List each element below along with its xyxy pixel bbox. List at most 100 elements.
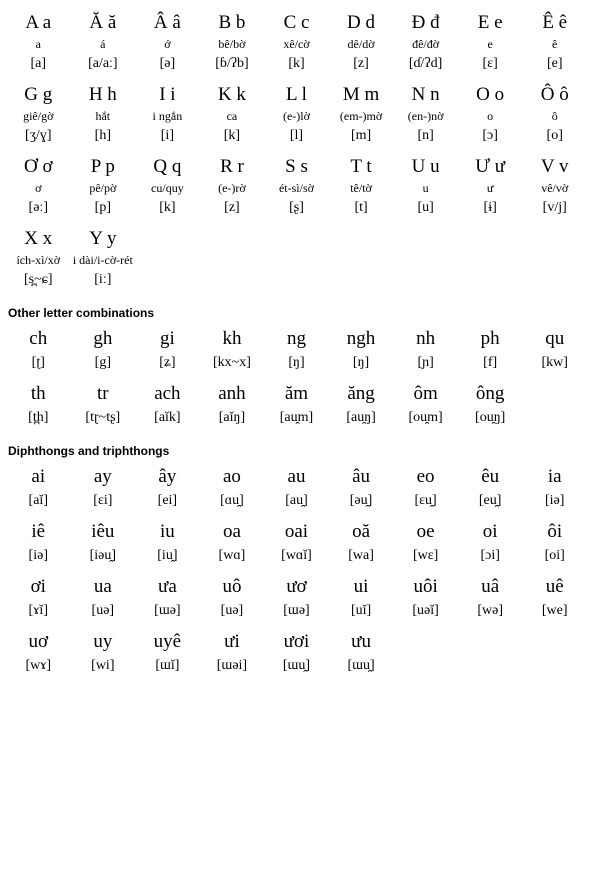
ipa-cell: [ɑu̯] — [200, 491, 265, 515]
combo-cell: ao — [200, 462, 265, 489]
letter-cell: U u — [393, 152, 458, 179]
combo-cell: ơi — [6, 572, 71, 599]
letter-name-cell: đê/đờ — [393, 37, 458, 52]
letter-cell: Đ đ — [393, 8, 458, 35]
combo-cell: iu — [135, 517, 200, 544]
letter-name-cell: u — [393, 181, 458, 196]
letter-cell: T t — [329, 152, 394, 179]
letter-name-cell: á — [71, 37, 136, 52]
combo-cell: ngh — [329, 324, 394, 351]
combo-cell: ưa — [135, 572, 200, 599]
combo-cell: uy — [71, 627, 136, 654]
letter-cell: L l — [264, 80, 329, 107]
letter-name-cell — [135, 253, 200, 268]
ipa-cell: [v/j] — [522, 198, 587, 222]
ipa-cell: [ə] — [135, 54, 200, 78]
letter-name-cell: ớ — [135, 37, 200, 52]
ipa-cell: [z] — [200, 198, 265, 222]
ipa-cell — [329, 270, 394, 294]
ipa-cell: [wɛ] — [393, 546, 458, 570]
combo-cell: uyê — [135, 627, 200, 654]
ipa-cell: [we] — [522, 601, 587, 625]
letter-name-cell: ê — [522, 37, 587, 52]
combo-cell — [458, 627, 523, 654]
ipa-cell — [393, 656, 458, 680]
ipa-cell — [200, 270, 265, 294]
ipa-cell: [əː] — [6, 198, 71, 222]
ipa-cell: [ʒ/ɣ] — [6, 126, 71, 150]
letter-cell: Ă ă — [71, 8, 136, 35]
combo-cell: ây — [135, 462, 200, 489]
letter-cell: N n — [393, 80, 458, 107]
ipa-cell — [522, 270, 587, 294]
ipa-cell: [uə] — [71, 601, 136, 625]
combo-cell: ưi — [200, 627, 265, 654]
letter-cell: Y y — [71, 224, 136, 251]
letter-name-cell: ca — [200, 109, 265, 124]
ipa-cell — [135, 270, 200, 294]
ipa-cell: [oi] — [522, 546, 587, 570]
ipa-cell: [u] — [393, 198, 458, 222]
combo-cell: uâ — [458, 572, 523, 599]
letter-name-cell: ơ — [6, 181, 71, 196]
other-combinations-table: chghgikhngnghnhphqu[ʈ][g][ʑ][kx~x][ŋ][ŋ]… — [6, 324, 587, 432]
ipa-cell: [ou̯m] — [393, 408, 458, 432]
ipa-cell: [ɔ] — [458, 126, 523, 150]
diphthongs-table: aiayâyaoauâueoêuia[aĭ][ɛi][ei][ɑu̯][au̯]… — [6, 462, 587, 680]
letter-cell: I i — [135, 80, 200, 107]
ipa-cell: [ei] — [135, 491, 200, 515]
ipa-cell: [wɑ] — [200, 546, 265, 570]
ipa-cell: [tɽ~tʂ] — [71, 408, 136, 432]
ipa-cell: [k] — [200, 126, 265, 150]
ipa-cell: [t̪h] — [6, 408, 71, 432]
letter-name-cell: vê/vờ — [522, 181, 587, 196]
ipa-cell: [l] — [264, 126, 329, 150]
letter-name-cell: e — [458, 37, 523, 52]
letter-cell: Â â — [135, 8, 200, 35]
letter-name-cell — [458, 253, 523, 268]
letter-name-cell: (em-)mờ — [329, 109, 394, 124]
letter-name-cell: tê/tờ — [329, 181, 394, 196]
letter-cell: Ơ ơ — [6, 152, 71, 179]
letter-cell: K k — [200, 80, 265, 107]
combo-cell: nh — [393, 324, 458, 351]
combo-cell: gh — [71, 324, 136, 351]
letter-cell: Ư ư — [458, 152, 523, 179]
combo-cell: uôi — [393, 572, 458, 599]
letter-name-cell — [393, 253, 458, 268]
ipa-cell: [wɤ] — [6, 656, 71, 680]
combo-cell: ươi — [264, 627, 329, 654]
ipa-cell: [ɛu̯] — [393, 491, 458, 515]
ipa-cell: [ɓ/ʔb] — [200, 54, 265, 78]
combo-cell: ch — [6, 324, 71, 351]
alphabet-table: A aĂ ăÂ âB bC cD dĐ đE eÊ êaáớbê/bờxê/cờ… — [6, 8, 587, 294]
letter-cell: R r — [200, 152, 265, 179]
letter-cell — [522, 224, 587, 251]
ipa-cell: [uə] — [200, 601, 265, 625]
letter-name-cell — [264, 253, 329, 268]
ipa-cell: [ɯəi] — [200, 656, 265, 680]
heading-diphthongs: Diphthongs and triphthongs — [6, 438, 587, 462]
ipa-cell: [ɤĭ] — [6, 601, 71, 625]
combo-cell: êu — [458, 462, 523, 489]
combo-cell: oa — [200, 517, 265, 544]
letter-cell — [200, 224, 265, 251]
ipa-cell: [z] — [329, 54, 394, 78]
letter-name-cell: ích-xì/xờ — [6, 253, 71, 268]
combo-cell: kh — [200, 324, 265, 351]
combo-cell — [393, 627, 458, 654]
ipa-cell: [ŋ] — [329, 353, 394, 377]
combo-cell: ăm — [264, 379, 329, 406]
letter-name-cell: bê/bờ — [200, 37, 265, 52]
combo-cell: ăng — [329, 379, 394, 406]
ipa-cell: [aĭ] — [6, 491, 71, 515]
letter-name-cell: (e-)rờ — [200, 181, 265, 196]
combo-cell: iêu — [71, 517, 136, 544]
letter-name-cell — [522, 253, 587, 268]
letter-cell — [329, 224, 394, 251]
combo-cell: tr — [71, 379, 136, 406]
ipa-cell: [kx~x] — [200, 353, 265, 377]
ipa-cell: [n] — [393, 126, 458, 150]
letter-name-cell: ư — [458, 181, 523, 196]
combo-cell: ông — [458, 379, 523, 406]
